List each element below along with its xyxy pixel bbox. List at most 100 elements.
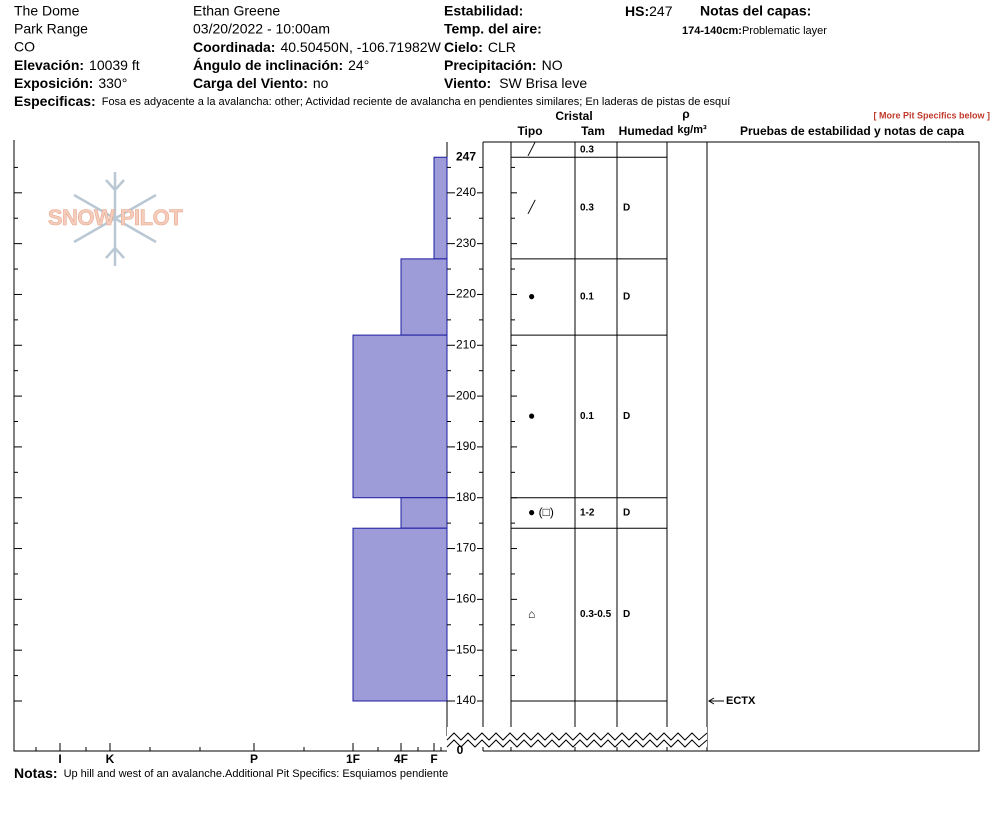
- layer-note-text: Problematic layer: [742, 25, 827, 37]
- field-label: Cielo:: [444, 39, 483, 55]
- moisture: D: [623, 203, 630, 214]
- grain-size: 1-2: [580, 508, 595, 519]
- y-tick-label: 160: [456, 592, 476, 606]
- notes: Notas: Up hill and west of an avalanche.A…: [14, 765, 448, 781]
- field-value: 40.50450N, -106.71982W: [280, 39, 441, 55]
- x-tick-label: 4F: [394, 752, 408, 766]
- column-header: Tipo: [517, 124, 542, 138]
- field-value: 24°: [348, 57, 369, 73]
- moisture: D: [623, 508, 630, 519]
- grain-size: 0.1: [580, 411, 594, 422]
- specifics-label: Especificas:: [14, 93, 96, 109]
- field: Precipitación: NO: [444, 57, 563, 73]
- field-value: 247: [649, 3, 673, 19]
- field: Elevación: 10039 ft: [14, 57, 140, 73]
- x-tick-label: I: [58, 752, 61, 766]
- location: The Dome: [14, 3, 80, 19]
- y-tick-label: 200: [456, 388, 476, 402]
- datetime: 03/20/2022 - 10:00am: [193, 21, 330, 37]
- grain-type: ╱: [527, 199, 536, 214]
- field-value: 330°: [98, 75, 127, 91]
- axis-break: [446, 732, 708, 741]
- field-label: Viento:: [444, 75, 491, 91]
- grain-size: 0.3-0.5: [580, 609, 612, 620]
- x-tick-label: 1F: [346, 752, 360, 766]
- hardness-layer: [352, 527, 448, 702]
- grain-type: ●: [528, 409, 535, 423]
- layer-notes-title: Notas del capas:: [700, 3, 811, 19]
- hardness-panel-frame: [13, 140, 447, 752]
- test-arrowhead: [708, 697, 715, 705]
- location: CO: [14, 39, 35, 55]
- field-label: Ángulo de inclinación:: [193, 57, 343, 73]
- y-tick-label: 220: [456, 287, 476, 301]
- specifics: Especificas: Fosa es adyacente a la avala…: [14, 93, 730, 109]
- field: Ángulo de inclinación: 24°: [193, 57, 369, 73]
- y-tick-label: 210: [456, 337, 476, 351]
- y-tick-label: 150: [456, 642, 476, 656]
- field: Viento: SW Brisa leve: [444, 75, 587, 91]
- field-value: NO: [542, 57, 563, 73]
- field: HS:247: [625, 3, 673, 19]
- column-header: Humedad: [619, 124, 674, 138]
- column-header: kg/m³: [677, 124, 707, 136]
- field-value: SW Brisa leve: [499, 75, 587, 91]
- field: Carga del Viento: no: [193, 75, 329, 91]
- field-label: Coordinada:: [193, 39, 275, 55]
- moisture: D: [623, 411, 630, 422]
- field: Exposición: 330°: [14, 75, 127, 91]
- hardness-layer: [433, 156, 448, 260]
- field: Cielo: CLR: [444, 39, 516, 55]
- specifics-text: Fosa es adyacente a la avalancha: other;…: [102, 96, 731, 108]
- more-specifics-link[interactable]: [ More Pit Specifics below ]: [873, 110, 990, 120]
- x-tick-label: K: [106, 752, 115, 766]
- grain-type: ● (□): [528, 505, 554, 519]
- field-label: Precipitación:: [444, 57, 537, 73]
- field-label: Carga del Viento:: [193, 75, 308, 91]
- field-label: Exposición:: [14, 75, 93, 91]
- y-tick-label: 240: [456, 185, 476, 199]
- observer: Ethan Greene: [193, 3, 280, 19]
- y-tick-label: 247: [456, 149, 476, 163]
- field: Coordinada: 40.50450N, -106.71982W: [193, 39, 442, 55]
- grain-size: 0.3: [580, 203, 594, 214]
- notes-label: Notas:: [14, 765, 58, 781]
- column-header: ρ: [682, 107, 689, 121]
- grain-type: ⌂: [528, 607, 535, 621]
- field-value: no: [313, 75, 329, 91]
- logo-text: SNOW PILOT: [48, 205, 183, 230]
- column-header: Cristal: [555, 109, 592, 123]
- layer-note: 174-140cm:Problematic layer: [682, 25, 827, 37]
- grain-type: ●: [528, 289, 535, 303]
- hardness-layer: [400, 497, 448, 529]
- grain-size: 0.1: [580, 292, 594, 303]
- column-header: Pruebas de estabilidad y notas de capa: [740, 124, 964, 138]
- layer-note-range: 174-140cm:: [682, 25, 742, 37]
- axis-break: [446, 739, 708, 748]
- hardness-layer: [352, 334, 448, 499]
- tests-panel-frame: [706, 141, 980, 752]
- moisture: D: [623, 292, 630, 303]
- field-label: Elevación:: [14, 57, 84, 73]
- grain-size: 0.3: [580, 144, 594, 155]
- field-value: CLR: [488, 39, 516, 55]
- y-tick-label: 190: [456, 439, 476, 453]
- logo: [73, 172, 157, 266]
- notes-text: Up hill and west of an avalanche.Additio…: [64, 768, 449, 780]
- field-label: Estabilidad:: [444, 3, 523, 19]
- field-value: 10039 ft: [89, 57, 140, 73]
- location: Park Range: [14, 21, 88, 37]
- field-label: HS:: [625, 3, 649, 19]
- field-label: Temp. del aire:: [444, 21, 542, 37]
- y-tick-label: 140: [456, 693, 476, 707]
- grain-type: ╱: [527, 141, 536, 156]
- moisture: D: [623, 609, 630, 620]
- column-header: Tam: [581, 124, 605, 138]
- y-tick-label: 170: [456, 541, 476, 555]
- x-tick-label: P: [250, 752, 258, 766]
- test-label: ECTX: [726, 695, 756, 707]
- y-tick-label: 180: [456, 490, 476, 504]
- x-tick-label: F: [430, 752, 437, 766]
